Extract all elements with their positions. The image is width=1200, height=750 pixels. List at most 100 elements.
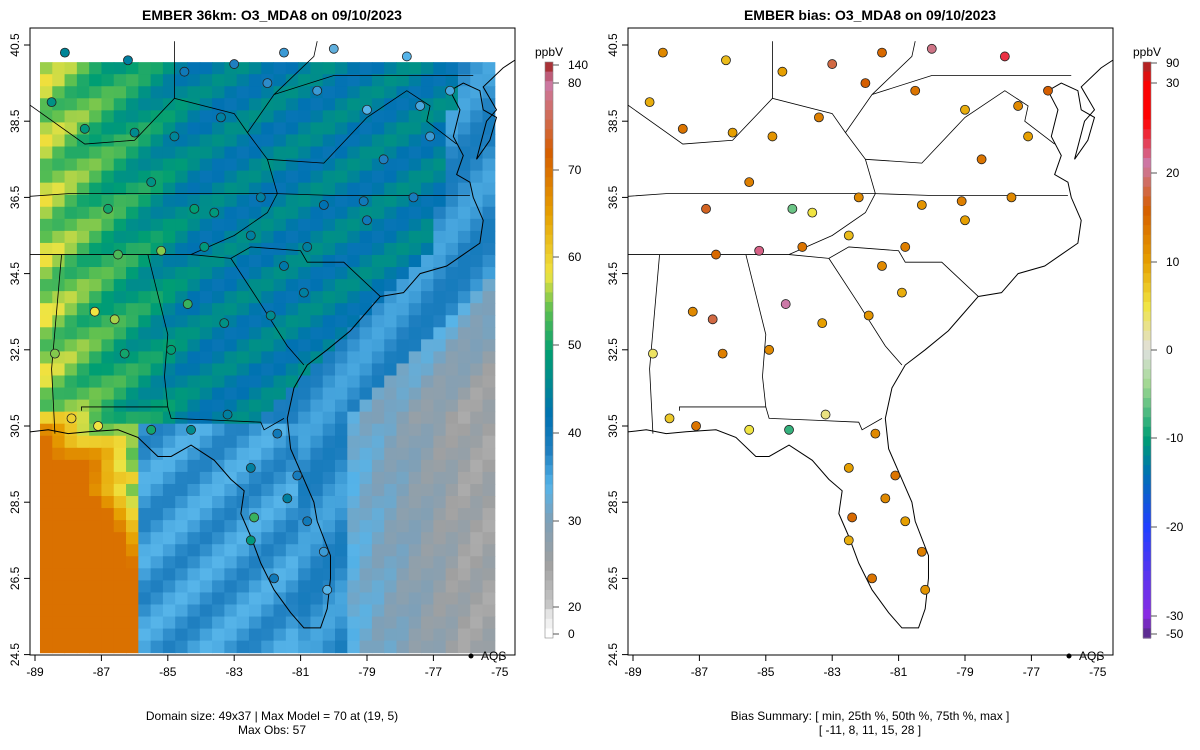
aqs-site-marker xyxy=(279,47,289,58)
aqs-site-marker xyxy=(721,55,731,66)
model-grid-cell xyxy=(39,399,53,413)
model-grid-cell xyxy=(359,86,373,99)
model-grid-cell xyxy=(396,315,410,328)
colorbar-tick-label: 0 xyxy=(1166,343,1173,357)
model-grid-cell xyxy=(224,375,238,389)
model-grid-cell xyxy=(445,351,459,364)
model-grid-cell xyxy=(359,399,373,413)
model-grid-cell xyxy=(371,134,385,148)
model-grid-cell xyxy=(433,628,447,642)
model-grid-cell xyxy=(52,218,66,232)
model-grid-cell xyxy=(359,616,373,630)
model-grid-cell xyxy=(212,435,225,449)
model-grid-cell xyxy=(199,146,213,160)
colorbar-segment xyxy=(1143,292,1151,303)
model-grid-cell xyxy=(457,363,471,376)
model-grid-cell xyxy=(150,86,164,99)
model-grid-cell xyxy=(76,279,90,292)
model-grid-cell xyxy=(39,351,53,364)
model-grid-cell xyxy=(39,230,53,244)
model-grid-cell xyxy=(76,363,90,376)
model-grid-cell xyxy=(359,387,373,401)
model-grid-cell xyxy=(347,435,361,449)
model-grid-cell xyxy=(248,604,262,618)
model-grid-cell xyxy=(199,580,213,593)
model-grid-cell xyxy=(298,303,311,316)
legend-label: AQS xyxy=(1079,649,1104,663)
model-grid-cell xyxy=(212,640,225,654)
model-grid-cell xyxy=(175,218,188,232)
model-grid-cell xyxy=(236,604,250,618)
model-grid-cell xyxy=(52,592,66,605)
model-grid-cell xyxy=(347,279,361,292)
model-grid-cell xyxy=(261,110,275,123)
y-tick-label: 30.5 xyxy=(606,414,620,438)
model-grid-cell xyxy=(396,556,410,569)
model-grid-cell xyxy=(138,616,152,630)
model-grid-cell xyxy=(162,616,176,630)
model-grid-cell xyxy=(384,279,397,292)
model-grid-cell xyxy=(273,98,287,111)
model-grid-cell xyxy=(310,556,324,569)
model-grid-cell xyxy=(273,206,287,220)
model-grid-cell xyxy=(138,483,152,497)
aqs-site-marker xyxy=(362,104,372,115)
model-grid-cell xyxy=(310,291,324,304)
model-grid-cell xyxy=(335,327,348,340)
model-grid-cell xyxy=(89,520,102,533)
model-grid-cell xyxy=(273,218,287,232)
y-tick-label: 24.5 xyxy=(8,643,22,667)
model-grid-cell xyxy=(482,110,496,123)
model-grid-cell xyxy=(285,74,299,87)
model-grid-cell xyxy=(298,158,311,172)
model-grid-cell xyxy=(273,363,287,376)
model-grid-cell xyxy=(371,483,385,497)
model-grid-cell xyxy=(76,616,90,630)
model-grid-cell xyxy=(187,483,201,497)
aqs-site-marker xyxy=(245,463,256,473)
model-grid-cell xyxy=(457,218,471,232)
model-grid-cell xyxy=(310,447,324,461)
model-grid-cell xyxy=(408,435,422,449)
model-grid-cell xyxy=(52,62,66,75)
model-grid-cell xyxy=(113,279,127,292)
model-grid-cell xyxy=(457,544,471,557)
colorbar-segment xyxy=(545,186,553,197)
model-grid-cell xyxy=(187,74,201,87)
model-grid-cell xyxy=(408,62,422,75)
model-grid-cell xyxy=(64,182,78,196)
model-grid-cell xyxy=(433,399,447,413)
model-grid-cell xyxy=(138,387,152,401)
model-grid-cell xyxy=(322,134,336,148)
model-grid-cell xyxy=(433,604,447,618)
model-grid-cell xyxy=(421,62,434,75)
aqs-site-marker xyxy=(222,409,233,420)
model-grid-cell xyxy=(39,556,53,569)
model-grid-cell xyxy=(347,616,361,630)
model-grid-cell xyxy=(187,254,201,268)
model-grid-cell xyxy=(445,327,459,340)
state-border xyxy=(230,258,305,366)
model-grid-cell xyxy=(39,459,53,473)
model-grid-cell xyxy=(101,242,115,256)
model-grid-cell xyxy=(359,483,373,497)
model-grid-cell xyxy=(482,435,496,449)
model-grid-cell xyxy=(457,315,471,328)
model-grid-cell xyxy=(371,170,385,184)
model-grid-cell xyxy=(322,206,336,220)
model-grid-cell xyxy=(248,592,262,605)
colorbar-segment xyxy=(545,369,553,380)
model-grid-cell xyxy=(175,315,188,328)
model-grid-cell xyxy=(162,182,176,196)
aqs-site-marker xyxy=(66,413,77,424)
model-grid-cell xyxy=(162,146,176,160)
model-grid-cell xyxy=(408,459,422,473)
colorbar-segment xyxy=(545,388,553,399)
model-grid-cell xyxy=(261,483,275,497)
model-grid-cell xyxy=(150,387,164,401)
model-grid-cell xyxy=(457,568,471,581)
model-grid-cell xyxy=(433,387,447,401)
model-grid-cell xyxy=(212,291,225,304)
model-grid-cell xyxy=(199,230,213,244)
model-grid-cell xyxy=(187,315,201,328)
